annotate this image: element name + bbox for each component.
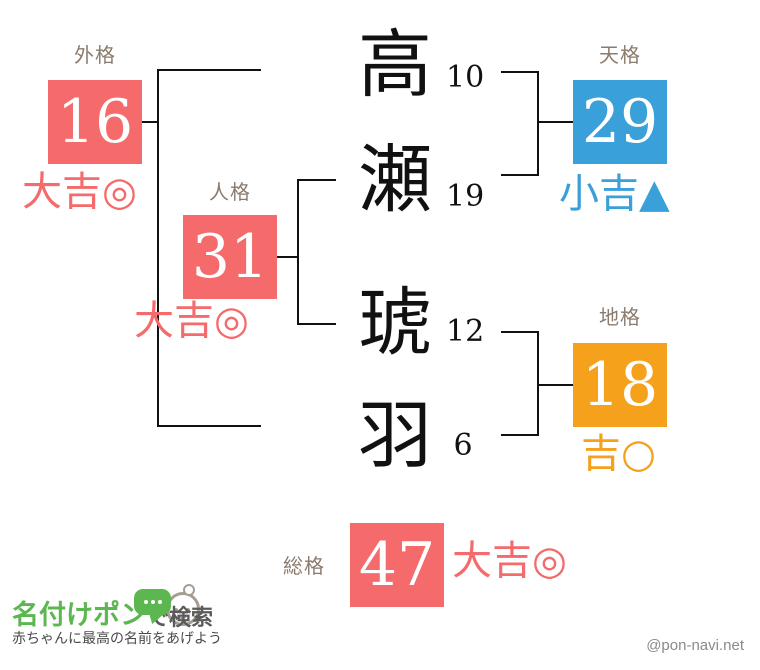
gaikaku-bracket-vertical-line (157, 69, 159, 427)
baby-mouth (177, 612, 187, 619)
bubble-dot (143, 600, 148, 604)
bubble-dot (150, 600, 155, 604)
jinkaku-label: 人格 (209, 182, 251, 204)
tenkaku-value-box: 29 (573, 80, 667, 164)
soukaku-rating: 大吉◎ (452, 538, 567, 584)
speech-bubble-tail (149, 613, 165, 624)
tenkaku-bracket-bottom-line (501, 174, 539, 176)
chikaku-rating: 吉○ (581, 431, 656, 477)
name-char-4-stroke-count: 6 (453, 428, 473, 463)
gaikaku-bracket-bottom-line (157, 425, 261, 427)
jinkaku-bracket-top-line (297, 179, 336, 181)
baby-hair-curl (183, 584, 195, 596)
gaikaku-connector-line (140, 121, 158, 123)
chikaku-bracket-bottom-line (501, 434, 539, 436)
jinkaku-connector-line (275, 256, 297, 258)
name-char-3: 琥 (358, 280, 432, 366)
name-char-4: 羽 (358, 393, 432, 479)
tenkaku-label: 天格 (599, 45, 641, 67)
jinkaku-rating: 大吉◎ (134, 298, 249, 344)
tenkaku-connector-line (539, 121, 573, 123)
baby-left-eye (174, 608, 178, 612)
name-char-1: 高 (358, 22, 432, 108)
jinkaku-value-box: 31 (183, 215, 277, 299)
soukaku-value-box: 47 (350, 523, 444, 607)
gaikaku-label: 外格 (74, 45, 116, 67)
gaikaku-bracket-top-line (157, 69, 261, 71)
site-tagline: 赤ちゃんに最高の名前をあげよう (12, 630, 222, 646)
baby-right-eye (186, 608, 190, 612)
jinkaku-bracket-bottom-line (297, 323, 336, 325)
chikaku-label: 地格 (599, 307, 641, 329)
chikaku-value-box: 18 (573, 343, 667, 427)
jinkaku-bracket-vertical-line (297, 179, 299, 325)
site-credit: @pon-navi.net (646, 637, 744, 654)
tenkaku-bracket-vertical-line (537, 71, 539, 176)
speech-bubble-icon (134, 589, 171, 615)
bubble-dot (157, 600, 162, 604)
gaikaku-value-box: 16 (48, 80, 142, 164)
name-char-3-stroke-count: 12 (446, 314, 485, 349)
name-char-2: 瀬 (358, 137, 432, 223)
chikaku-bracket-vertical-line (537, 331, 539, 436)
soukaku-label: 総格 (283, 556, 325, 578)
chikaku-connector-line (539, 384, 573, 386)
chikaku-bracket-top-line (501, 331, 539, 333)
name-char-2-stroke-count: 19 (446, 179, 485, 214)
gaikaku-rating: 大吉◎ (22, 169, 137, 215)
site-logo-text: 名付けポン (12, 600, 147, 630)
name-char-1-stroke-count: 10 (446, 60, 485, 95)
tenkaku-bracket-top-line (501, 71, 539, 73)
tenkaku-rating: 小吉▲ (559, 171, 670, 217)
